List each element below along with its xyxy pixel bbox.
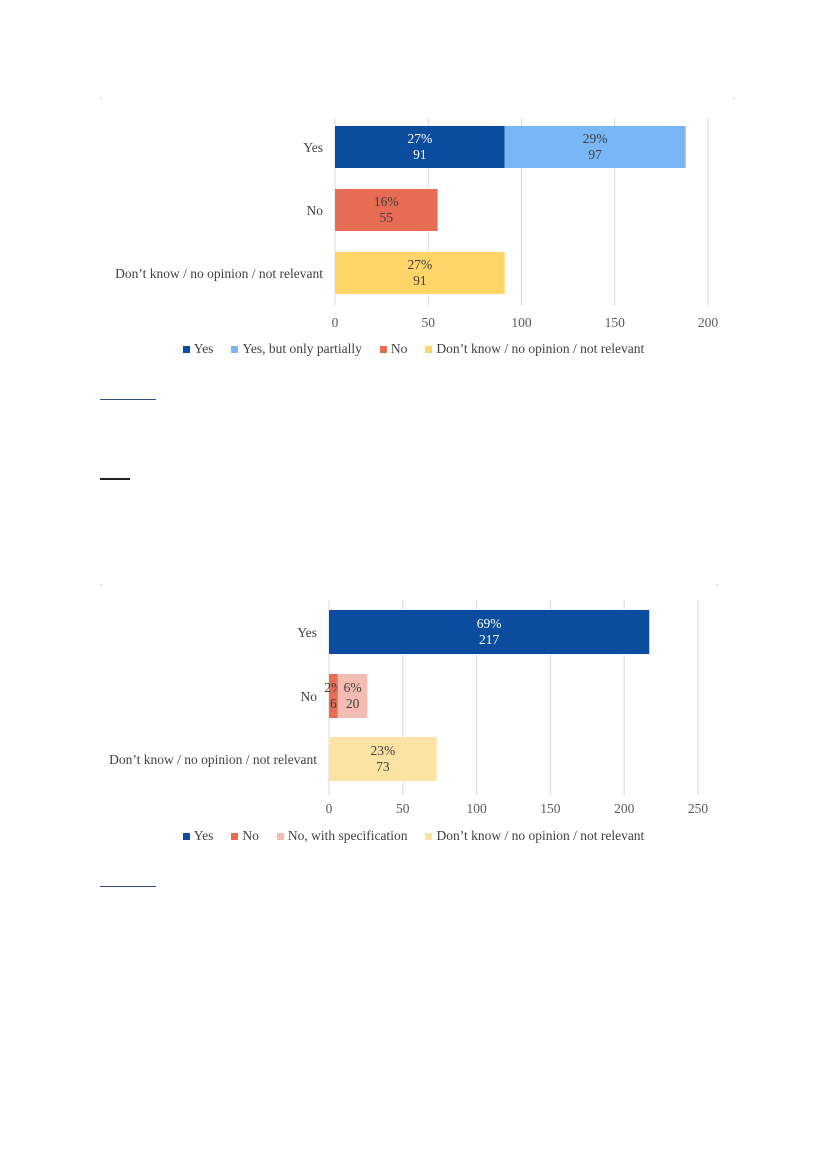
data-label: 6% (344, 680, 362, 695)
corner-mark (733, 98, 735, 99)
legend-swatch (425, 345, 433, 353)
legend-swatch (425, 832, 433, 840)
legend-item: Yes (182, 828, 214, 844)
bar (329, 674, 338, 718)
x-tick-label: 200 (698, 315, 719, 330)
legend-swatch (379, 345, 387, 353)
legend-item: Don’t know / no opinion / not relevant (425, 828, 644, 844)
bar (335, 189, 438, 231)
legend-label: Yes (193, 828, 214, 843)
data-label: 55 (380, 210, 394, 225)
chart-2: 0 50 100 150 200 250 Yes No Don’t know / no opin… (0, 560, 827, 828)
link-underline (100, 886, 156, 887)
category-label: Yes (297, 625, 317, 640)
data-label: 69% (477, 616, 502, 631)
x-tick-label: 50 (422, 315, 436, 330)
data-label: 23% (370, 743, 395, 758)
legend-swatch (276, 832, 284, 840)
data-label: 27% (407, 131, 432, 146)
x-tick-label: 50 (396, 801, 410, 816)
x-tick-label: 150 (540, 801, 561, 816)
legend-label: Don’t know / no opinion / not relevant (436, 828, 645, 843)
legend-label: No, with specification (287, 828, 408, 843)
data-label: 20 (346, 696, 360, 711)
chart-2-plot: 0 50 100 150 200 250 Yes No Don’t know / no opin… (109, 600, 709, 816)
x-tick-label: 250 (688, 801, 709, 816)
legend-swatch (231, 345, 239, 353)
category-label: No (307, 203, 324, 218)
x-tick-label: 200 (614, 801, 635, 816)
category-label: Yes (303, 140, 323, 155)
chart-2-legend: Yes No No, with specification Don’t know / … (0, 828, 827, 844)
legend-item: No (379, 341, 408, 357)
legend-label: No (390, 341, 408, 356)
bar (335, 252, 505, 294)
legend-label: Yes, but only partially (242, 341, 362, 356)
x-tick-label: 0 (326, 801, 333, 816)
data-label: 27% (407, 257, 432, 272)
link-underline (100, 399, 156, 400)
chart-1-legend: Yes Yes, but only partially No Don’t know /… (0, 341, 827, 357)
chart-1: 0 50 100 150 200 Yes No Don’t know / no opinion… (0, 0, 827, 340)
category-label: No (301, 689, 318, 704)
bar (337, 674, 368, 718)
x-tick-label: 150 (605, 315, 626, 330)
bar (329, 737, 437, 781)
legend-label: No (242, 828, 259, 843)
data-label: 97 (588, 147, 602, 162)
legend-swatch (182, 832, 190, 840)
corner-mark (100, 98, 102, 99)
x-tick-label: 100 (466, 801, 487, 816)
section-rule (100, 478, 130, 480)
chart-1-plot: 0 50 100 150 200 Yes No Don’t know / no opinion… (115, 118, 719, 330)
category-label: Don’t know / no opinion / not relevant (115, 266, 323, 281)
data-label: 217 (479, 632, 500, 647)
legend-label: Yes (193, 341, 214, 356)
bar (504, 126, 686, 168)
legend-item: Yes, but only partially (231, 341, 362, 357)
x-tick-label: 100 (511, 315, 532, 330)
legend-item: No (231, 828, 259, 844)
legend-swatch (231, 832, 239, 840)
corner-mark (100, 584, 102, 585)
legend-label: Don’t know / no opinion / not relevant (436, 341, 645, 356)
legend-item: No, with specification (276, 828, 408, 844)
legend-item: Yes (182, 341, 214, 357)
data-label: 16% (374, 194, 399, 209)
data-label: 29% (583, 131, 608, 146)
data-label: 91 (413, 147, 427, 162)
bar (329, 610, 650, 654)
data-label: 73 (376, 759, 390, 774)
category-label: Don’t know / no opinion / not relevant (109, 752, 317, 767)
data-label: 91 (413, 273, 427, 288)
x-tick-label: 0 (332, 315, 339, 330)
bar (335, 126, 505, 168)
legend-swatch (182, 345, 190, 353)
data-label: 6 (330, 696, 337, 711)
legend-item: Don’t know / no opinion / not relevant (425, 341, 644, 357)
corner-mark (716, 584, 718, 585)
